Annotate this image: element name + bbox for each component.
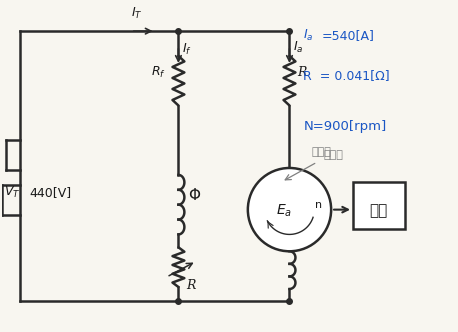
- Text: 전기자: 전기자: [311, 147, 331, 157]
- Text: 440[V]: 440[V]: [30, 186, 72, 199]
- Text: $I_a$: $I_a$: [303, 28, 314, 43]
- Text: $E_a$: $E_a$: [276, 203, 292, 219]
- Text: $I_T$: $I_T$: [131, 6, 142, 21]
- Text: $I_a$: $I_a$: [294, 40, 304, 55]
- Text: N=900[rpm]: N=900[rpm]: [303, 120, 387, 133]
- FancyBboxPatch shape: [353, 182, 404, 229]
- Text: $V_T$: $V_T$: [4, 185, 20, 200]
- Circle shape: [248, 168, 331, 251]
- Text: =540[A]: =540[A]: [321, 29, 374, 42]
- Text: R  = 0.041[Ω]: R = 0.041[Ω]: [303, 69, 390, 82]
- Text: R: R: [297, 66, 307, 79]
- Text: $I_f$: $I_f$: [182, 42, 192, 57]
- Text: n: n: [315, 200, 322, 209]
- Text: $R_f$: $R_f$: [151, 65, 165, 80]
- Text: 전기자: 전기자: [323, 150, 343, 160]
- Text: 부하: 부하: [370, 203, 388, 218]
- Text: $\Phi$: $\Phi$: [188, 187, 202, 203]
- Text: R: R: [186, 279, 196, 292]
